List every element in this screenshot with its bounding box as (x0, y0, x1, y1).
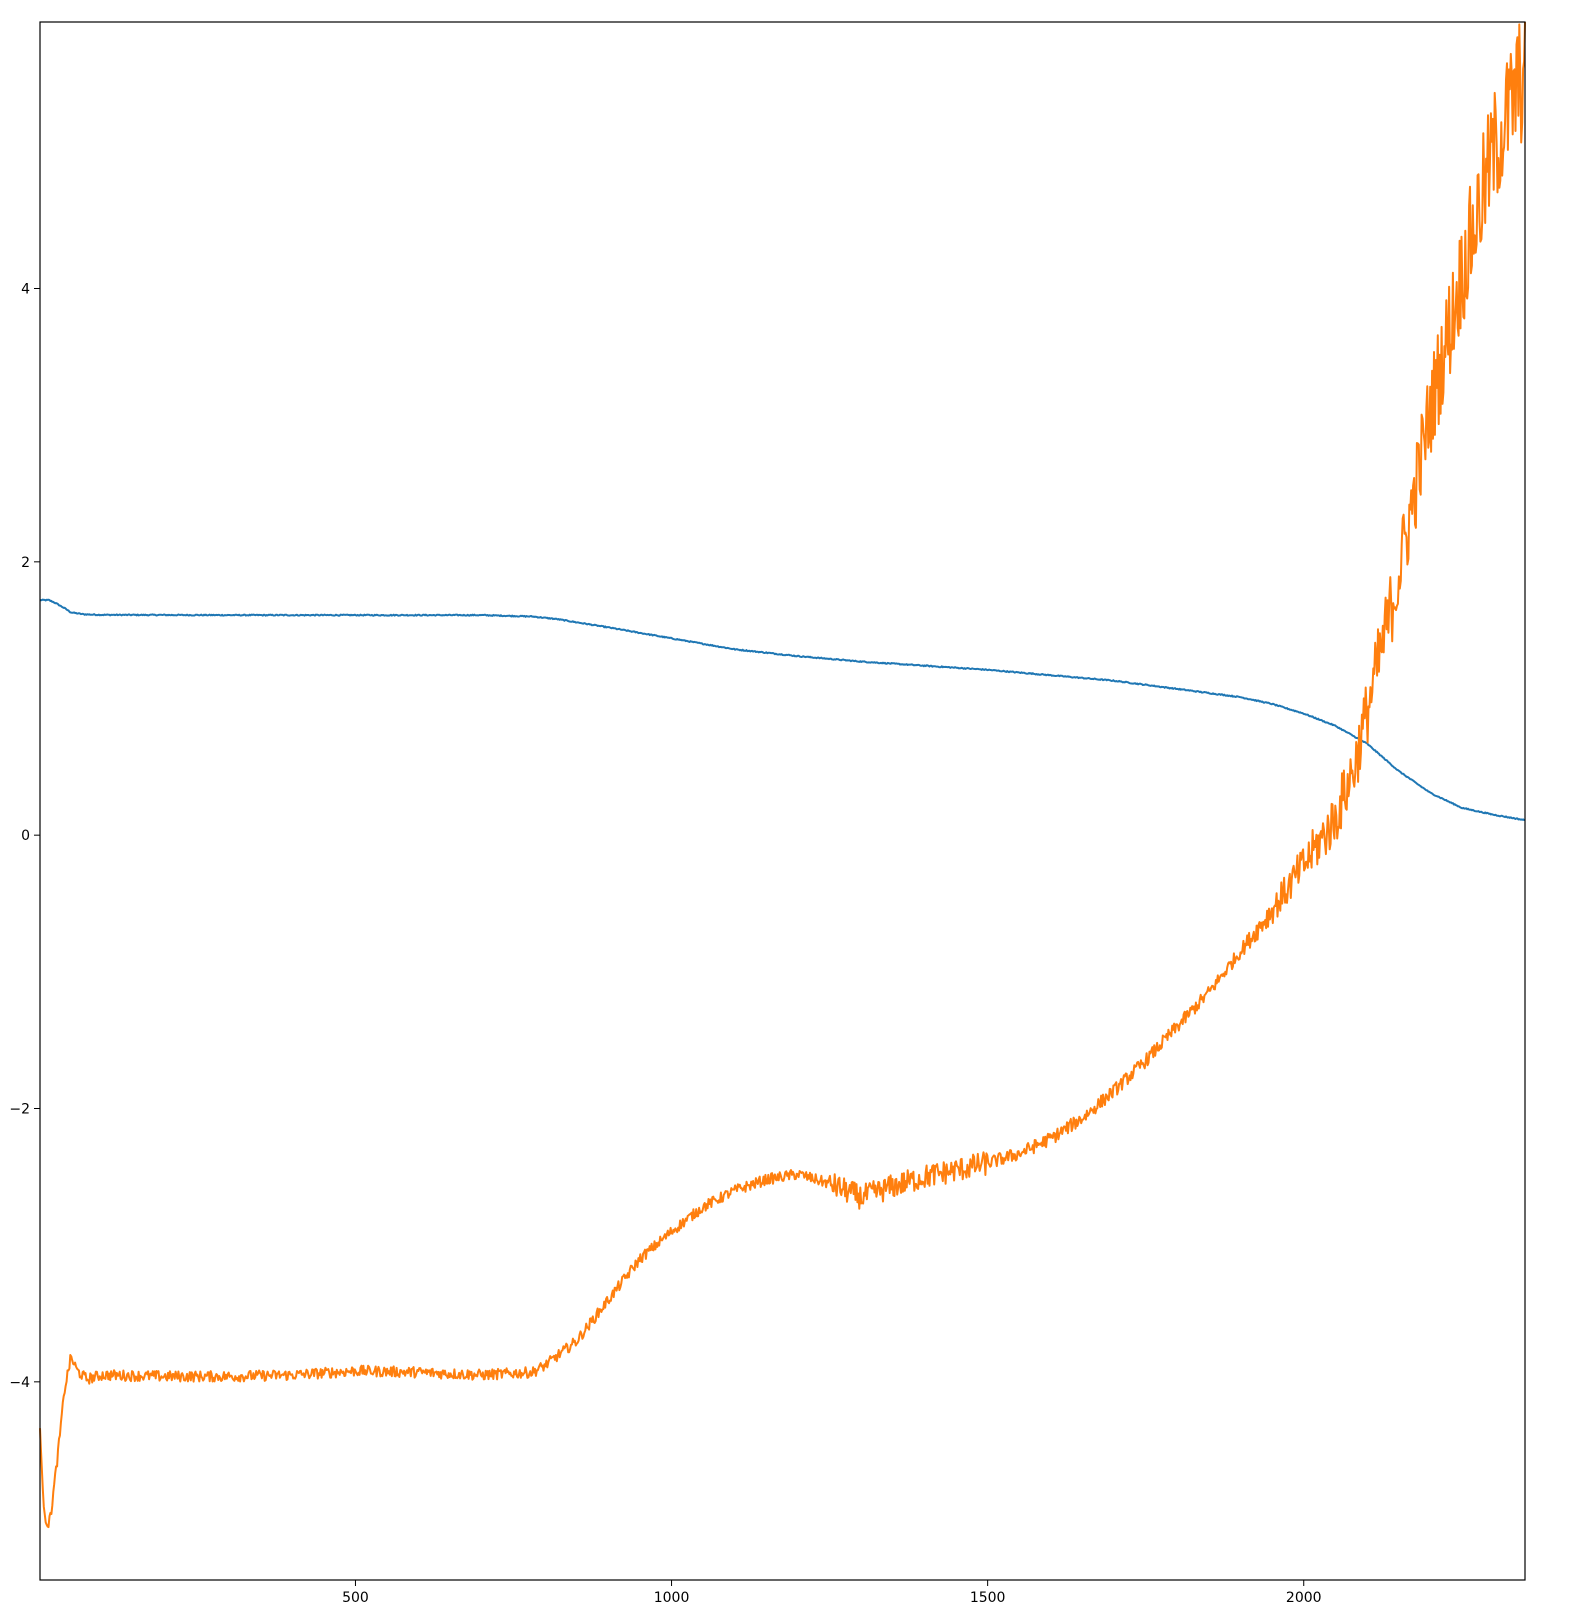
y-axis: −4 −2 0 2 4 (9, 282, 40, 1391)
y-tick-label: −2 (9, 1102, 30, 1118)
y-tick-label: 0 (21, 828, 30, 844)
series-layer (39, 21, 1526, 1529)
series-line-2 (39, 21, 1526, 1529)
x-tick-label: 1500 (970, 1590, 1006, 1606)
y-tick-label: −4 (9, 1375, 30, 1391)
x-tick-label: 2000 (1286, 1590, 1322, 1606)
y-tick-label: 4 (21, 282, 30, 298)
x-tick-label: 500 (342, 1590, 369, 1606)
series-line-1 (39, 598, 1526, 821)
y-tick-label: 2 (21, 555, 30, 571)
x-axis: 500 1000 1500 2000 (342, 1580, 1322, 1606)
plot-frame (39, 21, 1526, 1581)
x-tick-label: 1000 (654, 1590, 690, 1606)
